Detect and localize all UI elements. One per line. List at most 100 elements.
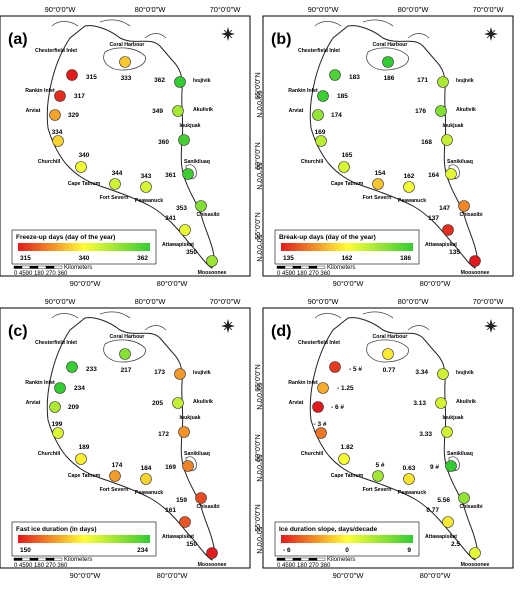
station-name: Chesterfield Inlet (298, 48, 340, 54)
station-marker (435, 105, 447, 117)
station-name: Cape Tatnum (331, 473, 364, 479)
station-name: Inukjuak (179, 123, 200, 129)
station-name: Coral Harbour (110, 42, 145, 48)
station-marker (442, 516, 454, 528)
station-name: Ivujivik (456, 370, 474, 376)
station-marker (119, 348, 131, 360)
longitude-label: 90°0'0"W (308, 5, 340, 14)
legend-min: 135 (283, 255, 294, 262)
station-value: 2.5 (451, 541, 460, 548)
color-ramp (18, 535, 150, 543)
station-marker (140, 181, 152, 193)
station-value: 329 (68, 112, 79, 119)
station-name: Arviat (26, 108, 41, 114)
longitude-label: 90°0'0"W (45, 297, 77, 306)
station-marker (315, 427, 327, 439)
coastline-north (314, 311, 430, 331)
coastline-north (314, 19, 430, 39)
compass-rose-icon (221, 319, 235, 333)
station-value: 344 (112, 170, 123, 177)
station-marker (382, 56, 394, 68)
station-marker (312, 401, 324, 413)
scale-ticks: 0 4590 180 270 360 (14, 563, 68, 569)
station-marker (329, 69, 341, 81)
panel-letter: (d) (271, 323, 291, 340)
station-value: 174 (331, 112, 342, 119)
station-name: Attawapiskat (425, 242, 457, 248)
station-name: Sanikiluaq (447, 451, 473, 457)
longitude-label: 90°0'0"W (333, 571, 365, 580)
latitude-label: 55°0'0"N (254, 212, 262, 239)
station-name: Inukjuak (442, 415, 463, 421)
station-name: Chisasibi (196, 212, 220, 218)
legend-min: 150 (20, 547, 31, 554)
station-name: Fort Severn (363, 195, 392, 201)
station-name: Churchill (38, 451, 61, 457)
station-value: 317 (74, 93, 85, 100)
station-value: 135 (449, 249, 460, 256)
station-name: Churchill (38, 159, 61, 165)
station-marker (437, 76, 449, 88)
legend-max: 362 (137, 255, 148, 262)
station-name: Arviat (26, 400, 41, 406)
station-value: 353 (176, 205, 187, 212)
latitude-label: 60°0'0"N (254, 142, 262, 169)
station-marker (317, 382, 329, 394)
legend-mid: 0 (345, 547, 349, 554)
station-value: 361 (165, 172, 176, 179)
panel-letter: (b) (271, 31, 291, 48)
station-marker (206, 547, 218, 559)
station-value: 0.77 (426, 507, 439, 514)
longitude-label: 70°0'0"W (473, 297, 505, 306)
station-name: Chisasibi (459, 212, 483, 218)
legend-title: Ice duration slope, days/decade (279, 526, 378, 533)
station-marker (435, 397, 447, 409)
station-name: Coral Harbour (373, 334, 408, 340)
longitude-label: 70°0'0"W (210, 5, 242, 14)
station-marker (119, 56, 131, 68)
legend-min: - 6 (283, 547, 291, 554)
station-name: Akulivik (456, 107, 476, 113)
station-name: Rankin Inlet (25, 380, 55, 386)
station-name: Moosoonee (198, 562, 227, 568)
station-marker (66, 69, 78, 81)
legend-title: Fast ice duration (in days) (16, 526, 97, 533)
longitude-label: 90°0'0"W (308, 297, 340, 306)
station-value: 171 (417, 77, 428, 84)
station-marker (54, 382, 66, 394)
station-marker (469, 255, 481, 267)
station-value: - 1.25 (337, 385, 354, 392)
latitude-label: 65°0'0"N (254, 72, 262, 99)
longitude-label: 80°0'0"W (135, 297, 167, 306)
scale-ticks: 0 4590 180 270 360 (277, 271, 331, 277)
panel-b: 90°0'0"W 80°0'0"W 70°0'0"W65°0'0"N60°0'0"N… (254, 5, 520, 288)
station-marker (403, 473, 415, 485)
station-value: 3.13 (413, 400, 426, 407)
latitude-label: 50°0'0"N (518, 526, 520, 553)
station-name: Cape Tatnum (331, 181, 364, 187)
station-value: 159 (176, 497, 187, 504)
station-marker (437, 368, 449, 380)
station-value: 168 (421, 139, 432, 146)
station-marker (49, 109, 61, 121)
station-marker (179, 516, 191, 528)
station-name: Moosoonee (198, 270, 227, 276)
station-value: 0.63 (403, 465, 416, 472)
station-marker (403, 181, 415, 193)
station-value: 185 (337, 93, 348, 100)
station-name: Ivujivik (193, 78, 211, 84)
station-marker (338, 161, 350, 173)
station-name: Churchill (301, 451, 324, 457)
longitude-label: 80°0'0"W (420, 571, 452, 580)
station-value: 184 (141, 465, 152, 472)
station-name: Peawanuck (135, 198, 163, 204)
coastline-north (51, 311, 167, 331)
station-name: Arviat (289, 400, 304, 406)
station-value: 334 (52, 129, 63, 136)
station-name: Inukjuak (442, 123, 463, 129)
station-name: Peawanuck (135, 490, 163, 496)
station-value: 172 (158, 431, 169, 438)
station-name: Churchill (301, 159, 324, 165)
station-marker (372, 470, 384, 482)
